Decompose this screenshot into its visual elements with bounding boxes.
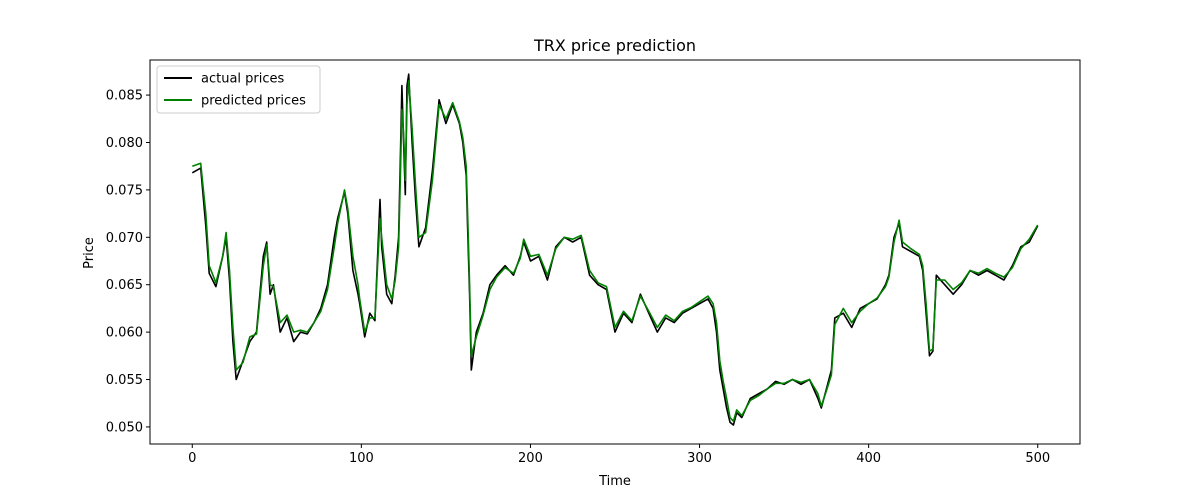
x-axis-label: Time xyxy=(598,474,631,489)
chart-title: TRX price prediction xyxy=(533,36,696,55)
x-tick-label: 100 xyxy=(349,451,374,466)
y-tick-label: 0.080 xyxy=(106,136,143,151)
y-tick-label: 0.050 xyxy=(106,420,143,435)
x-tick-label: 200 xyxy=(518,451,543,466)
y-axis-label: Price xyxy=(82,237,97,269)
x-axis: 0 100 200 300 400 500 xyxy=(188,444,1050,466)
x-tick-label: 300 xyxy=(687,451,712,466)
legend-label-predicted-prices: predicted prices xyxy=(201,94,306,109)
y-tick-label: 0.085 xyxy=(106,89,143,104)
y-tick-label: 0.070 xyxy=(106,231,143,246)
plot-area-frame xyxy=(149,59,1081,445)
y-tick-label: 0.060 xyxy=(106,326,143,341)
x-tick-label: 0 xyxy=(188,451,196,466)
y-tick-label: 0.075 xyxy=(106,183,143,198)
series-line-predicted-prices xyxy=(192,80,1039,423)
plot-lines xyxy=(191,73,1039,426)
legend: actual prices predicted prices xyxy=(156,65,321,114)
x-tick-label: 400 xyxy=(856,451,881,466)
x-tick-label: 500 xyxy=(1025,451,1050,466)
y-tick-label: 0.065 xyxy=(106,278,143,293)
y-tick-label: 0.055 xyxy=(106,373,143,388)
legend-label-actual-prices: actual prices xyxy=(201,72,285,87)
legend-box xyxy=(156,65,321,114)
y-axis: 0.050 0.055 0.060 0.065 0.070 0.075 0.080 0.085 xyxy=(106,89,150,435)
